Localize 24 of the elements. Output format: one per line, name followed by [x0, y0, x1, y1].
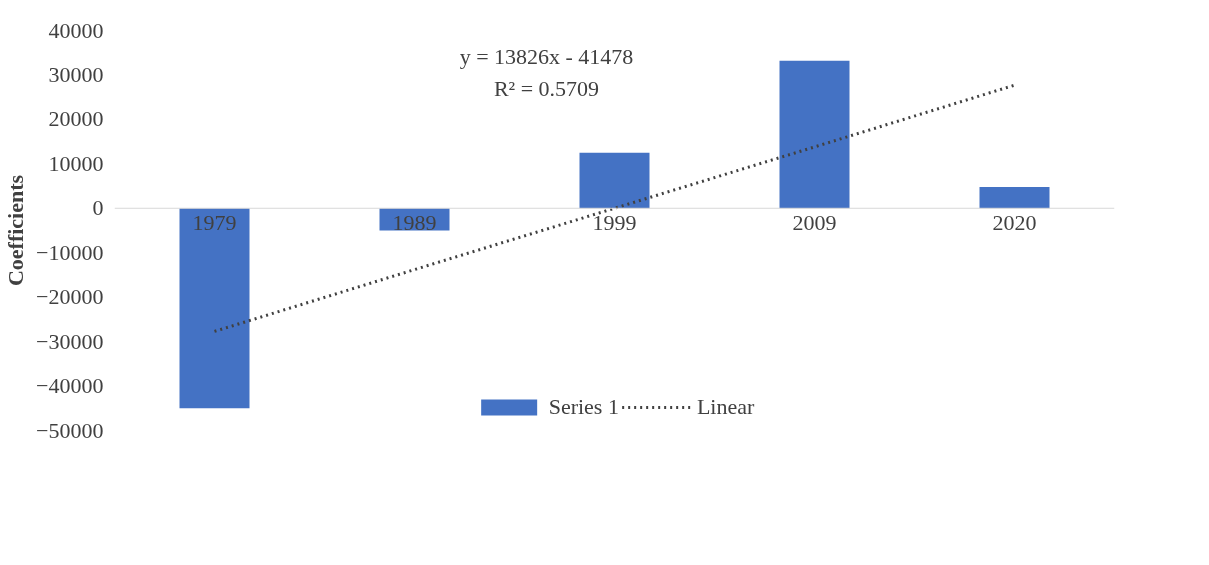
x-tick-label: 1999	[592, 210, 637, 236]
y-tick-label: −40000	[36, 373, 104, 399]
y-axis-title: Coefficients	[3, 174, 29, 287]
bar	[179, 208, 250, 409]
y-tick-label: −20000	[36, 284, 104, 310]
annotation: R² = 0.5709	[493, 76, 600, 102]
annotation: y = 13826x - 41478	[459, 43, 634, 69]
legend-label: Series 1	[548, 394, 619, 420]
y-tick-label: 30000	[48, 61, 104, 87]
y-tick-label: −10000	[36, 239, 104, 265]
y-tick-label: −50000	[36, 417, 104, 443]
x-tick-label: 2020	[992, 210, 1037, 236]
y-tick-label: 10000	[48, 150, 104, 176]
x-tick-label: 1979	[192, 210, 237, 236]
y-tick-label: 20000	[48, 106, 104, 132]
y-tick-label: 0	[92, 195, 104, 221]
bar	[979, 186, 1050, 209]
bar	[779, 60, 850, 209]
bar	[579, 152, 650, 209]
y-tick-label: −30000	[36, 328, 104, 354]
legend-label: Linear	[696, 394, 755, 420]
x-tick-label: 1989	[392, 210, 437, 236]
y-tick-label: 40000	[48, 17, 104, 43]
x-tick-label: 2009	[792, 210, 837, 236]
